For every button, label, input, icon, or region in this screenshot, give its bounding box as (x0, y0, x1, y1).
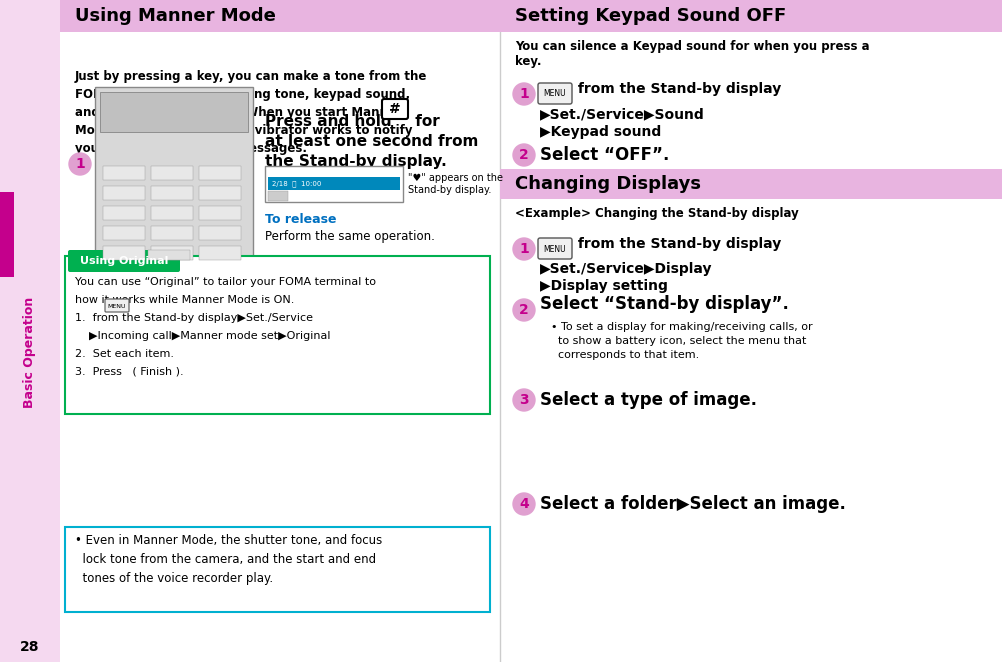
Text: Basic Operation: Basic Operation (23, 297, 36, 408)
Circle shape (512, 83, 534, 105)
Text: 3.  Press   ( Finish ).: 3. Press ( Finish ). (75, 367, 183, 377)
Text: Select a folder▶Select an image.: Select a folder▶Select an image. (539, 495, 845, 513)
Text: from the Stand-by display: from the Stand-by display (572, 237, 781, 251)
Text: 2/18  火  10:00: 2/18 火 10:00 (272, 181, 321, 187)
Text: 1.  from the Stand-by display▶Set./Service: 1. from the Stand-by display▶Set./Servic… (75, 313, 313, 323)
Text: corresponds to that item.: corresponds to that item. (550, 350, 698, 360)
Bar (198, 166, 240, 180)
Bar (65, 256, 490, 414)
Bar (65, 527, 490, 612)
Bar (151, 226, 192, 240)
Text: Perform the same operation.: Perform the same operation. (265, 230, 435, 243)
Bar (103, 226, 145, 240)
Text: 1: 1 (519, 87, 528, 101)
Text: 28: 28 (20, 640, 40, 654)
Text: #: # (389, 102, 401, 116)
Bar (198, 206, 240, 220)
Text: Select “Stand-by display”.: Select “Stand-by display”. (539, 295, 789, 313)
Text: ▶Set./Service▶Sound: ▶Set./Service▶Sound (539, 107, 704, 121)
Text: 2: 2 (519, 148, 528, 162)
FancyBboxPatch shape (68, 250, 179, 272)
Text: from the Stand-by display: from the Stand-by display (572, 82, 781, 96)
FancyBboxPatch shape (105, 299, 129, 312)
Bar (500, 0, 1002, 32)
Bar (0, 0, 60, 662)
Circle shape (512, 144, 534, 166)
Text: Select a type of image.: Select a type of image. (539, 391, 757, 409)
Text: ▶Keypad sound: ▶Keypad sound (539, 125, 660, 139)
Bar (103, 186, 145, 200)
Text: Using Original: Using Original (80, 256, 168, 266)
Bar (103, 206, 145, 220)
Bar (198, 246, 240, 260)
Bar (268, 177, 400, 190)
FancyBboxPatch shape (382, 99, 408, 119)
Text: Just by pressing a key, you can make a tone from the
FOMA terminal such as a rin: Just by pressing a key, you can make a t… (75, 70, 427, 155)
Text: 4: 4 (519, 497, 528, 511)
Text: Using Manner Mode: Using Manner Mode (75, 7, 276, 25)
Bar (60, 0, 500, 32)
Bar (0, 192, 14, 277)
Text: the Stand-by display.: the Stand-by display. (265, 154, 446, 169)
Text: MENU: MENU (543, 244, 566, 254)
Text: Changing Displays: Changing Displays (514, 175, 700, 193)
Text: ▶Display setting: ▶Display setting (539, 279, 667, 293)
Circle shape (512, 299, 534, 321)
Circle shape (512, 389, 534, 411)
Bar (148, 250, 189, 260)
Bar (151, 166, 192, 180)
Text: 2.  Set each item.: 2. Set each item. (75, 349, 173, 359)
Text: 3: 3 (519, 393, 528, 407)
Text: You can use “Original” to tailor your FOMA terminal to: You can use “Original” to tailor your FO… (75, 277, 376, 287)
Text: Press and hold: Press and hold (265, 114, 391, 129)
Bar (103, 166, 145, 180)
Bar (95, 87, 253, 262)
Circle shape (69, 153, 91, 175)
Bar (100, 92, 247, 132)
Text: how it works while Manner Mode is ON.: how it works while Manner Mode is ON. (75, 295, 294, 305)
FancyBboxPatch shape (537, 238, 571, 259)
Text: Select “OFF”.: Select “OFF”. (539, 146, 668, 164)
Text: 2: 2 (519, 303, 528, 317)
Text: at least one second from: at least one second from (265, 134, 478, 149)
Text: Setting Keypad Sound OFF: Setting Keypad Sound OFF (514, 7, 786, 25)
Text: to show a battery icon, select the menu that: to show a battery icon, select the menu … (550, 336, 806, 346)
Text: You can silence a Keypad sound for when you press a: You can silence a Keypad sound for when … (514, 40, 869, 53)
FancyBboxPatch shape (537, 83, 571, 104)
Bar (268, 191, 288, 201)
Text: 1: 1 (75, 157, 85, 171)
Text: • Even in Manner Mode, the shutter tone, and focus
  lock tone from the camera, : • Even in Manner Mode, the shutter tone,… (75, 534, 382, 585)
Bar (151, 206, 192, 220)
Text: MENU: MENU (543, 89, 566, 99)
Text: To release: To release (265, 213, 336, 226)
Bar (151, 186, 192, 200)
Text: ▶Incoming call▶Manner mode set▶Original: ▶Incoming call▶Manner mode set▶Original (75, 331, 331, 341)
Text: MENU: MENU (107, 303, 126, 308)
Bar (103, 246, 145, 260)
Circle shape (512, 238, 534, 260)
Circle shape (512, 493, 534, 515)
Text: key.: key. (514, 55, 541, 68)
Text: 1: 1 (519, 242, 528, 256)
Text: • To set a display for making/receiving calls, or: • To set a display for making/receiving … (550, 322, 812, 332)
Text: "♥" appears on the
Stand-by display.: "♥" appears on the Stand-by display. (408, 173, 502, 195)
Text: for: for (410, 114, 439, 129)
Bar (198, 226, 240, 240)
Bar (500, 169, 1002, 199)
Bar (151, 246, 192, 260)
Bar (265, 166, 403, 202)
Bar (198, 186, 240, 200)
Text: <Example> Changing the Stand-by display: <Example> Changing the Stand-by display (514, 207, 798, 220)
Text: ▶Set./Service▶Display: ▶Set./Service▶Display (539, 262, 711, 276)
